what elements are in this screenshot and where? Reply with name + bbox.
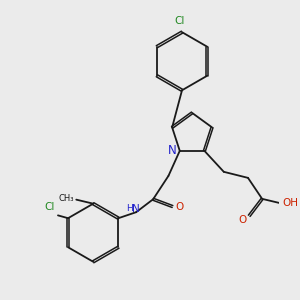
Text: OH: OH [282, 198, 298, 208]
Text: H: H [126, 204, 133, 213]
Text: Cl: Cl [45, 202, 55, 212]
Text: N: N [132, 203, 140, 214]
Text: O: O [238, 215, 247, 225]
Text: Cl: Cl [175, 16, 185, 26]
Text: O: O [176, 202, 184, 212]
Text: CH₃: CH₃ [58, 194, 74, 202]
Text: N: N [168, 144, 177, 157]
